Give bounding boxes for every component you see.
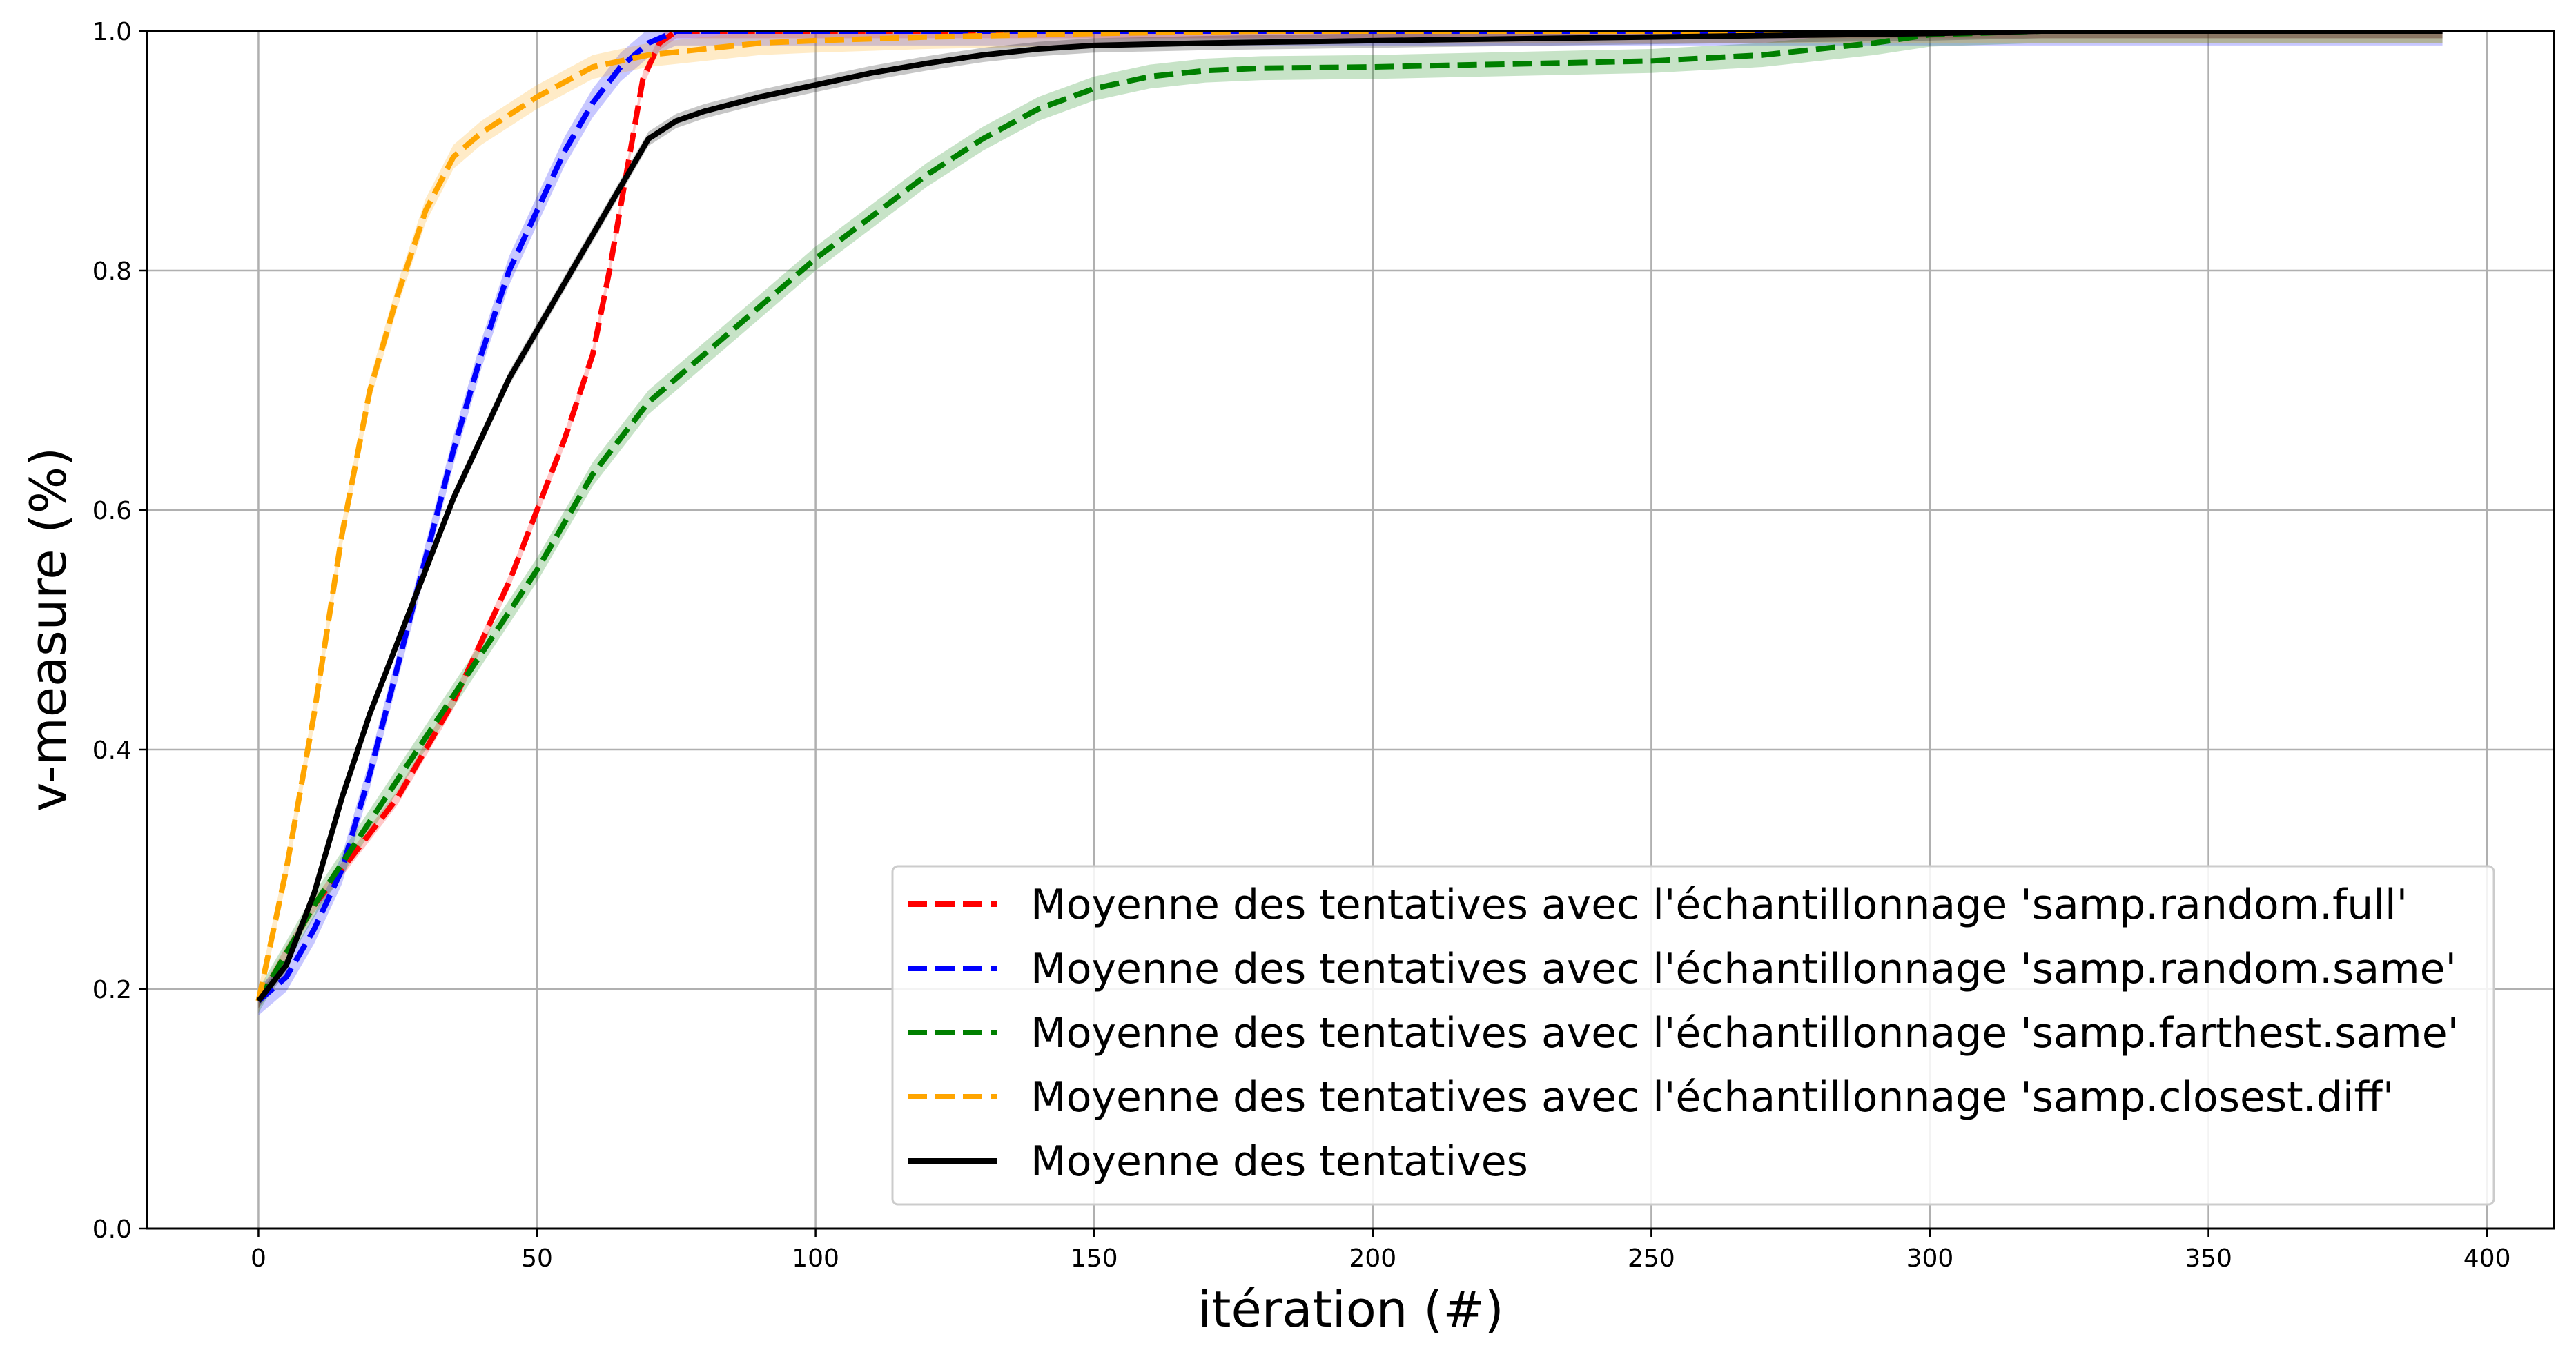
confidence-bands [258, 31, 2443, 1016]
legend-frame [891, 865, 2495, 1206]
y-axis-label: v-measure (%) [19, 447, 77, 812]
x-tick-label: 50 [521, 1244, 553, 1273]
series-band-3 [258, 31, 2443, 1013]
y-tick-label: 1.0 [92, 18, 132, 46]
y-tick-label: 0.4 [92, 736, 132, 765]
plot-frame [146, 30, 2555, 1230]
x-tick-label: 350 [2185, 1244, 2232, 1273]
x-tick-label: 400 [2463, 1244, 2511, 1273]
legend-label-2: Moyenne des tentatives avec l'échantillo… [1031, 1009, 2459, 1057]
x-axis: 0 50 100 150 200 250 300 350 400 [251, 1229, 2511, 1273]
series-line-0 [255, 31, 2443, 1003]
series-line-4 [256, 31, 2443, 1003]
legend-label-0: Moyenne des tentatives avec l'échantillo… [1031, 881, 2408, 929]
y-tick-label: 0.6 [92, 497, 132, 525]
x-tick-label: 200 [1349, 1244, 1396, 1273]
legend-label-4: Moyenne des tentatives [1031, 1137, 1528, 1186]
y-axis: 0.0 0.2 0.4 0.6 0.8 1.0 [92, 18, 147, 1244]
x-axis-label: itération (#) [1198, 1280, 1504, 1338]
x-tick-label: 100 [792, 1244, 839, 1273]
y-tick-label: 0.8 [92, 257, 132, 286]
series-line-3 [255, 31, 2443, 1002]
legend: Moyenne des tentatives avec l'échantillo… [891, 865, 2495, 1206]
x-tick-label: 250 [1628, 1244, 1675, 1273]
y-tick-label: 0.0 [92, 1215, 132, 1244]
series-line-1 [256, 31, 2443, 1004]
series-band-2 [258, 31, 2443, 1013]
x-tick-label: 0 [251, 1244, 266, 1273]
legend-label-3: Moyenne des tentatives avec l'échantillo… [1031, 1073, 2394, 1122]
series-line-2 [255, 31, 2443, 1003]
y-tick-label: 0.2 [92, 976, 132, 1004]
legend-label-1: Moyenne des tentatives avec l'échantillo… [1031, 945, 2457, 993]
x-tick-label: 300 [1906, 1244, 1954, 1273]
x-tick-label: 150 [1071, 1244, 1118, 1273]
series-lines [255, 31, 2443, 1004]
